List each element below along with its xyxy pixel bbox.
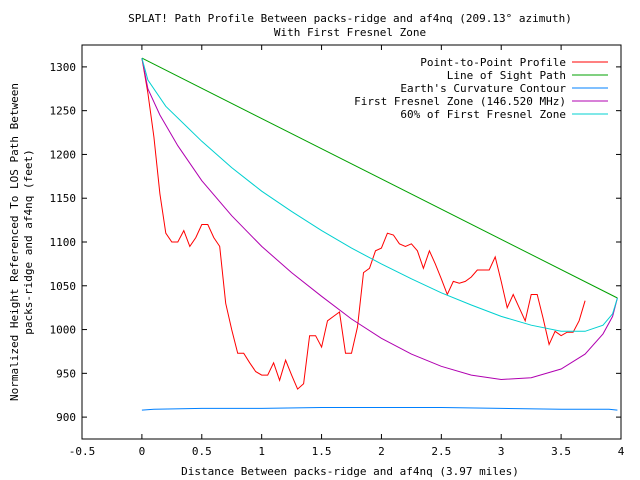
x-tick-label: 0.5 <box>192 445 212 458</box>
y-tick-label: 1000 <box>50 324 77 337</box>
y-tick-label: 1250 <box>50 105 77 118</box>
legend-label: Line of Sight Path <box>447 69 566 82</box>
x-tick-label: 2 <box>378 445 385 458</box>
y-axis-label-line1: Normalized Height Referenced To LOS Path… <box>8 83 21 401</box>
series-line-4 <box>141 57 618 332</box>
legend-label: Earth's Curvature Contour <box>400 82 566 95</box>
x-tick-label: 2.5 <box>431 445 451 458</box>
x-tick-label: 1.5 <box>312 445 332 458</box>
y-tick-label: 1200 <box>50 148 77 161</box>
y-tick-label: 950 <box>56 367 76 380</box>
legend-label: Point-to-Point Profile <box>420 56 566 69</box>
legend-label: First Fresnel Zone (146.520 MHz) <box>354 95 566 108</box>
series-line-0 <box>141 58 586 390</box>
series-line-2 <box>141 407 618 411</box>
x-tick-label: 4 <box>618 445 625 458</box>
x-tick-label: 0 <box>139 445 146 458</box>
y-axis-ticks: 900 950 1000 1050 1100 1150 1200 1250 1300 <box>50 61 621 424</box>
x-tick-label: 1 <box>258 445 265 458</box>
legend-label: 60% of First Fresnel Zone <box>400 108 566 121</box>
x-axis-ticks: -0.5 0 0.5 1 1.5 2 2.5 3 3.5 4 <box>69 45 625 458</box>
y-tick-label: 1150 <box>50 192 77 205</box>
y-tick-label: 900 <box>56 411 76 424</box>
chart-title-line1: SPLAT! Path Profile Between packs-ridge … <box>128 12 572 25</box>
series-layer <box>141 57 618 411</box>
chart-title-line2: With First Fresnel Zone <box>274 26 426 39</box>
x-tick-label: -0.5 <box>69 445 96 458</box>
x-tick-label: 3.5 <box>551 445 571 458</box>
y-tick-label: 1050 <box>50 280 77 293</box>
y-tick-label: 1300 <box>50 61 77 74</box>
series-line-3 <box>141 58 618 381</box>
x-axis-label: Distance Between packs-ridge and af4nq (… <box>181 465 519 478</box>
y-axis-label-line2: packs-ridge and af4nq (feet) <box>22 149 35 334</box>
x-tick-label: 3 <box>498 445 505 458</box>
y-tick-label: 1100 <box>50 236 77 249</box>
series-line-1 <box>141 57 618 299</box>
